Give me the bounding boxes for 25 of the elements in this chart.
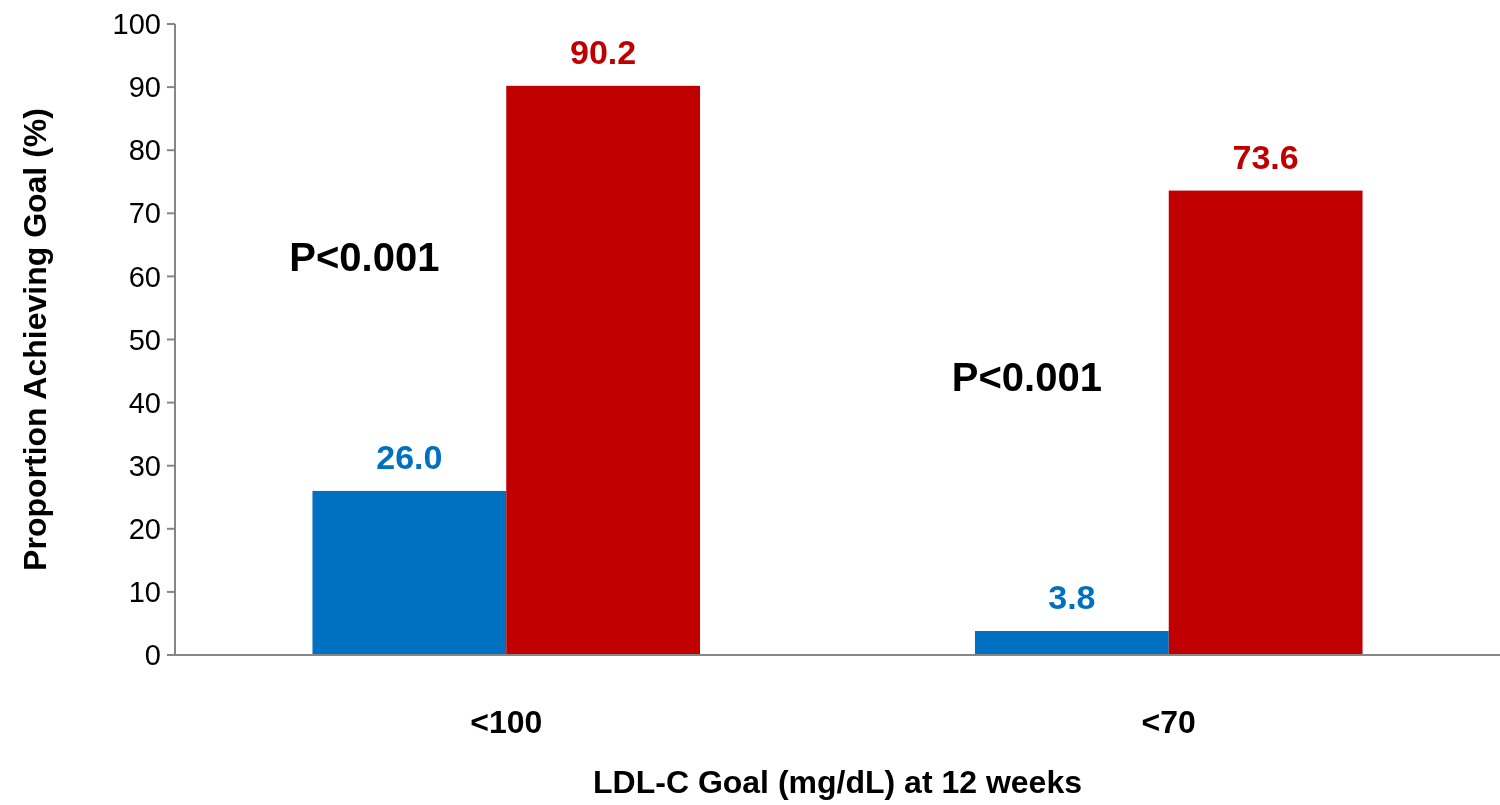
y-tick-label: 90 bbox=[128, 71, 161, 104]
x-axis-title: LDL-C Goal (mg/dL) at 12 weeks bbox=[593, 764, 1082, 800]
data-label: 3.8 bbox=[1048, 578, 1096, 617]
annotation: P<0.001 bbox=[951, 355, 1102, 400]
annotation: P<0.001 bbox=[289, 235, 440, 280]
y-tick-label: 10 bbox=[128, 576, 161, 609]
data-label: 73.6 bbox=[1232, 137, 1299, 176]
bar bbox=[1168, 190, 1363, 655]
y-axis-title: Proportion Achieving Goal (%) bbox=[17, 108, 53, 571]
data-label: 90.2 bbox=[570, 32, 637, 71]
y-tick-label: 80 bbox=[128, 134, 161, 167]
bar bbox=[506, 85, 701, 655]
y-tick-label: 50 bbox=[128, 323, 161, 356]
y-tick-label: 0 bbox=[144, 639, 161, 672]
x-tick-label: <100 bbox=[470, 704, 543, 740]
x-tick-label: <70 bbox=[1141, 704, 1196, 740]
y-tick-label: 30 bbox=[128, 449, 161, 482]
y-tick-label: 70 bbox=[128, 197, 161, 230]
bar bbox=[312, 490, 507, 655]
bar bbox=[974, 631, 1169, 655]
data-label: 26.0 bbox=[376, 437, 443, 476]
y-tick-label: 60 bbox=[128, 260, 161, 293]
y-tick-label: 20 bbox=[128, 512, 161, 545]
y-tick-label: 100 bbox=[112, 8, 161, 41]
y-tick-label: 40 bbox=[128, 386, 161, 419]
